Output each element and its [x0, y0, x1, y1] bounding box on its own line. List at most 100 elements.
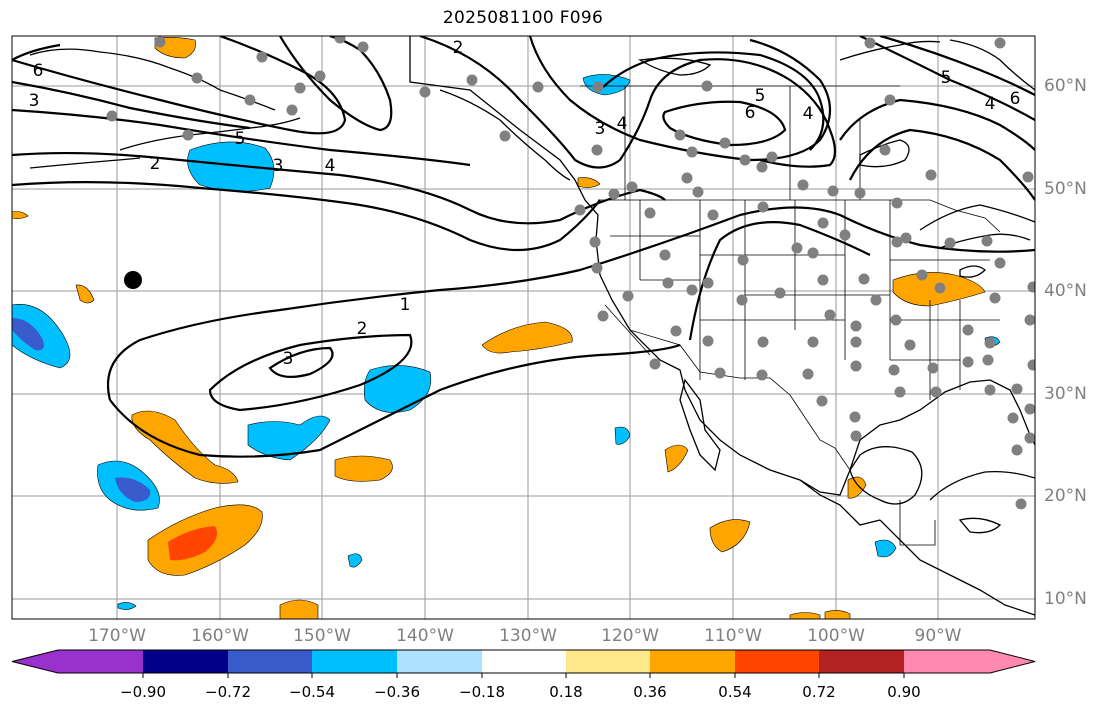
- station-marker: [714, 367, 726, 379]
- contour-line: [12, 151, 666, 225]
- station-marker: [692, 186, 704, 198]
- station-marker: [1011, 383, 1023, 395]
- latitude-label: 10°N: [1044, 589, 1087, 609]
- station-marker: [589, 236, 601, 248]
- station-marker: [1024, 403, 1035, 415]
- station-marker: [686, 284, 698, 296]
- station-marker: [1015, 498, 1027, 510]
- negative-anomaly-region: [117, 602, 137, 610]
- station-marker: [681, 172, 693, 184]
- station-marker: [662, 277, 674, 289]
- station-marker: [419, 86, 431, 98]
- station-marker: [757, 336, 769, 348]
- station-marker: [702, 277, 714, 289]
- highlight-marker: [124, 271, 142, 289]
- contour-label: 4: [803, 104, 814, 124]
- positive-anomaly-region: [847, 476, 867, 499]
- station-marker: [774, 287, 786, 299]
- station-marker: [891, 236, 903, 248]
- station-marker: [989, 292, 1001, 304]
- contour-label: 6: [745, 103, 756, 123]
- station-marker: [244, 94, 256, 106]
- station-marker: [649, 358, 661, 370]
- station-marker: [574, 204, 586, 216]
- contour-label: 2: [357, 319, 368, 339]
- colorbar-segment: [482, 650, 566, 673]
- station-marker: [807, 336, 819, 348]
- colorbar-tick-label: −0.72: [205, 683, 251, 701]
- station-marker: [314, 70, 326, 82]
- station-marker: [900, 232, 912, 244]
- latitude-label: 50°N: [1044, 179, 1087, 199]
- colorbar-outline: [11, 649, 1036, 674]
- station-marker: [357, 41, 369, 53]
- station-marker: [984, 384, 996, 396]
- station-marker: [944, 237, 956, 249]
- station-marker: [994, 257, 1006, 269]
- longitude-label: 130°W: [499, 626, 557, 646]
- station-marker: [894, 386, 906, 398]
- contour-line: [12, 181, 601, 252]
- colorbar-tick-label: 0.54: [718, 683, 752, 701]
- station-marker: [850, 360, 862, 372]
- station-marker: [982, 354, 994, 366]
- station-marker: [182, 129, 194, 141]
- latitude-label: 30°N: [1044, 384, 1087, 404]
- station-marker: [864, 37, 876, 49]
- contour-line: [109, 343, 681, 458]
- colorbar-segment: [735, 650, 819, 673]
- contour-label: 3: [273, 156, 284, 176]
- station-marker: [816, 395, 828, 407]
- negative-anomaly-region: [187, 141, 275, 192]
- station-marker: [294, 82, 306, 94]
- station-marker: [532, 81, 544, 93]
- latitude-label: 20°N: [1044, 486, 1087, 506]
- station-marker: [934, 282, 946, 294]
- positive-anomaly-region: [664, 444, 689, 473]
- contour-line: [268, 346, 334, 379]
- station-marker: [839, 229, 851, 241]
- station-marker: [981, 235, 993, 247]
- contour-line: [12, 80, 251, 130]
- station-marker: [884, 94, 896, 106]
- longitude-label: 90°W: [914, 626, 962, 646]
- colorbar-tick-label: −0.18: [459, 683, 505, 701]
- colorbar-segment: [143, 650, 228, 673]
- longitude-label: 170°W: [88, 626, 146, 646]
- contour-line: [12, 108, 471, 167]
- station-marker: [670, 325, 682, 337]
- contour-line: [839, 98, 1035, 151]
- negative-anomaly-region: [874, 539, 897, 558]
- contour-line: [106, 206, 1035, 401]
- station-marker: [890, 314, 902, 326]
- station-marker: [191, 72, 203, 84]
- station-marker: [659, 249, 671, 261]
- map-frame: [11, 35, 1036, 620]
- station-marker: [736, 294, 748, 306]
- negative-anomaly-region: [12, 303, 71, 369]
- negative-anomaly-region: [614, 426, 631, 445]
- colorbar-tick-label: 0.72: [802, 683, 836, 701]
- station-marker: [702, 335, 714, 347]
- contour-line: [688, 221, 871, 341]
- station-marker: [1011, 444, 1023, 456]
- station-marker: [757, 201, 769, 213]
- longitude-label: 150°W: [293, 626, 351, 646]
- station-marker: [1024, 314, 1035, 326]
- positive-anomaly-region: [334, 455, 393, 482]
- contour-line: [419, 36, 837, 169]
- contour-label: 5: [755, 86, 766, 106]
- station-marker: [984, 337, 996, 349]
- station-marker: [154, 36, 166, 48]
- colorbar-tick-label: 0.18: [549, 683, 583, 701]
- station-marker: [916, 269, 928, 281]
- station-marker: [737, 254, 749, 266]
- negative-anomaly-region: [363, 365, 432, 413]
- longitude-label: 100°W: [807, 626, 865, 646]
- contour-line: [208, 333, 413, 412]
- station-marker: [850, 336, 862, 348]
- contour-label: 6: [33, 61, 44, 81]
- station-marker: [904, 339, 916, 351]
- station-marker: [925, 169, 937, 181]
